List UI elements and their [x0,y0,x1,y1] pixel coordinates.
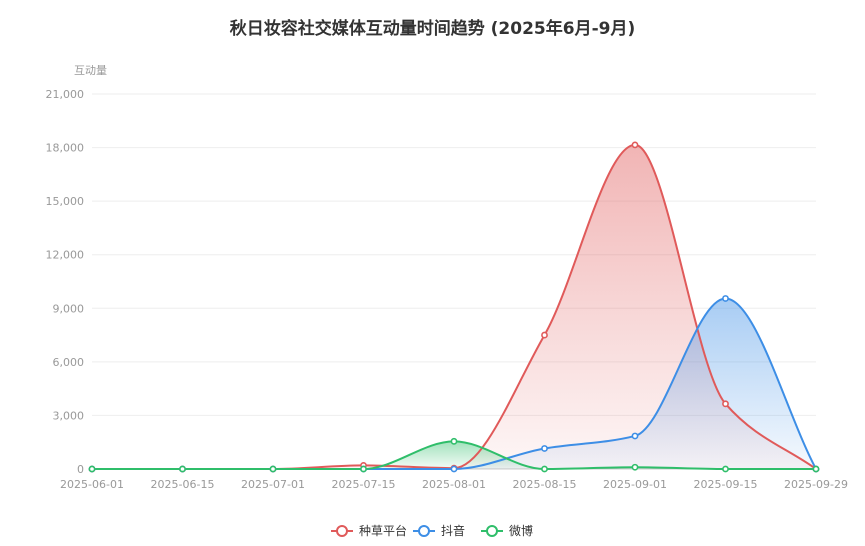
data-point[interactable] [269,465,277,473]
series-area [92,144,816,469]
y-tick-label: 18,000 [46,142,85,155]
y-tick-label: 9,000 [53,302,85,315]
legend-swatch-marker [418,525,430,537]
data-point[interactable] [360,465,367,473]
y-tick-label: 3,000 [53,409,85,422]
x-tick-label: 2025-07-15 [332,478,396,491]
legend[interactable]: 种草平台 抖音 微博 [331,523,533,538]
data-point[interactable] [722,465,729,473]
data-point[interactable] [88,465,96,473]
data-point[interactable] [631,463,639,471]
x-tick-label: 2025-09-29 [784,478,848,491]
data-point[interactable] [812,465,820,473]
data-point[interactable] [179,465,186,473]
legend-swatch-marker [336,525,348,537]
legend-label: 抖音 [441,523,465,538]
series-area [92,441,816,469]
x-tick-label: 2025-08-01 [422,478,486,491]
data-point[interactable] [631,432,639,440]
y-tick-label: 15,000 [46,195,85,208]
area-layer [92,144,816,469]
y-tick-label: 12,000 [46,249,85,262]
legend-item[interactable]: 微博 [481,523,533,538]
y-tick-label: 6,000 [53,356,85,369]
legend-label: 微博 [509,523,533,538]
x-tick-label: 2025-09-15 [694,478,758,491]
x-tick-label: 2025-07-01 [241,478,305,491]
data-point[interactable] [722,295,729,302]
x-tick-label: 2025-06-01 [60,478,124,491]
data-point[interactable] [541,445,548,452]
axis-layer: 0 3,000 6,000 9,000 12,000 15,000 18,000 21,000… [46,64,848,491]
data-point[interactable] [722,400,729,408]
data-point[interactable] [450,437,458,445]
y-tick-label: 21,000 [46,88,85,101]
legend-item[interactable]: 种草平台 [331,523,407,538]
legend-label: 种草平台 [359,523,407,538]
data-point[interactable] [631,141,639,149]
y-axis-label: 互动量 [74,64,107,77]
data-point[interactable] [541,331,548,339]
x-tick-label: 2025-09-01 [603,478,667,491]
x-tick-label: 2025-08-15 [513,478,577,491]
legend-swatch-marker [486,525,498,537]
y-tick-label: 0 [77,463,84,476]
series-area [92,298,816,469]
legend-item[interactable]: 抖音 [413,523,465,538]
data-point[interactable] [450,465,458,473]
point-layer [88,141,820,473]
x-tick-label: 2025-06-15 [151,478,215,491]
data-point[interactable] [541,465,548,473]
chart-title: 秋日妆容社交媒体互动量时间趋势 (2025年6月-9月) [229,19,636,39]
